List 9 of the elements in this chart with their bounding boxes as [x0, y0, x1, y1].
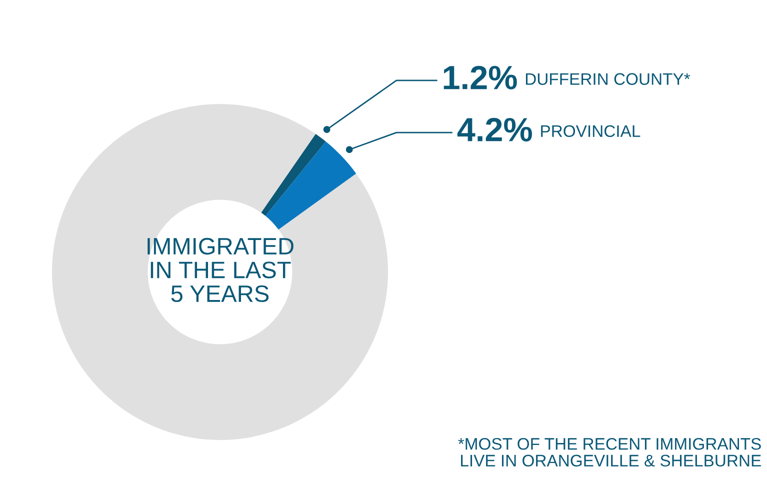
text: *MOST OF THE RECENT IMMIGRANTS LIVE IN ORANGEVILLE & SHELBURNE [458, 438, 761, 467]
text: IMMIGRATED IN THE LAST 5 YEARS [148, 238, 294, 302]
data-label: 4.2% [457, 118, 532, 142]
donut-slice [265, 141, 356, 230]
donut-slice [261, 134, 326, 216]
data-label: 1.2% [444, 66, 517, 90]
slice-label: PROVINCIAL [541, 125, 640, 138]
slice-label: DUFFERIN COUNTY* [526, 73, 690, 85]
donut-slice [52, 104, 388, 440]
